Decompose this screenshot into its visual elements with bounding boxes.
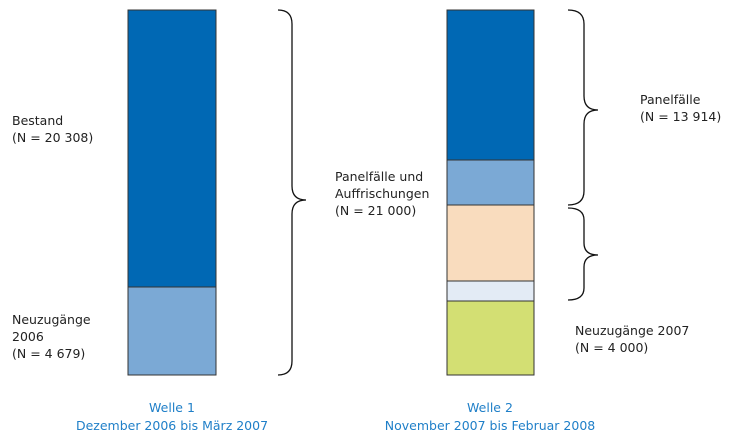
block-neuzugaenge-2006 bbox=[127, 286, 217, 376]
brace bbox=[277, 9, 307, 376]
block-panel bbox=[446, 9, 535, 161]
block-neuzugaenge-2007 bbox=[446, 300, 535, 376]
brace bbox=[567, 207, 599, 301]
label: (N = 20 308) bbox=[12, 130, 93, 145]
label: (N = 13 914) bbox=[640, 109, 721, 124]
label: Bestand bbox=[12, 113, 63, 128]
block-refresh bbox=[446, 204, 535, 282]
label: 2006 bbox=[12, 329, 44, 344]
label: Neuzugänge bbox=[12, 312, 91, 327]
block-panel-light bbox=[446, 159, 535, 206]
brace bbox=[567, 9, 599, 206]
label: Neuzugänge 2007 bbox=[575, 323, 689, 338]
wave-period: Dezember 2006 bis März 2007 bbox=[76, 418, 268, 433]
label: Auffrischungen bbox=[335, 186, 429, 201]
block-bestand bbox=[127, 9, 217, 288]
wave-period: November 2007 bis Februar 2008 bbox=[385, 418, 596, 433]
block-pale bbox=[446, 280, 535, 302]
wave-title: Welle 2 bbox=[467, 400, 513, 415]
label: (N = 4 000) bbox=[575, 340, 648, 355]
label: (N = 4 679) bbox=[12, 346, 85, 361]
label: Panelfälle bbox=[640, 92, 701, 107]
label: Panelfälle und bbox=[335, 169, 423, 184]
wave-title: Welle 1 bbox=[149, 400, 195, 415]
label: (N = 21 000) bbox=[335, 203, 416, 218]
